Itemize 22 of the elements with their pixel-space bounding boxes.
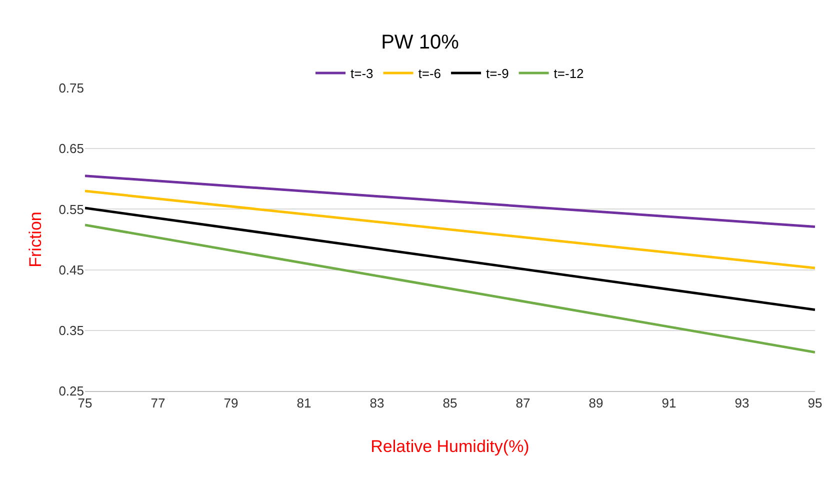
y-axis-title: Friction: [26, 212, 45, 268]
x-tick-label: 85: [442, 396, 458, 411]
x-tick-label: 81: [296, 396, 312, 411]
x-tick-label: 83: [370, 396, 384, 411]
x-tick-label: 91: [662, 396, 676, 411]
legend-label: t=-6: [418, 66, 442, 82]
y-tick-label: 0.35: [58, 322, 84, 338]
x-tick-label: 79: [224, 396, 238, 411]
legend-label: t=-3: [350, 66, 374, 82]
y-tick-label: 0.65: [58, 141, 84, 156]
x-tick-label: 95: [808, 396, 822, 411]
y-tick-label: 0.45: [58, 262, 84, 278]
x-axis-title: Relative Humidity(%): [370, 437, 530, 456]
y-tick-label: 0.75: [58, 80, 84, 96]
x-tick-label: 87: [516, 396, 530, 411]
legend-label: t=-12: [554, 66, 584, 82]
x-tick-label: 77: [150, 396, 166, 411]
y-tick-label: 0.55: [58, 202, 84, 217]
x-tick-label: 93: [734, 396, 750, 411]
chart-title: PW 10%: [381, 32, 460, 54]
legend-label: t=-9: [486, 66, 509, 82]
x-tick-label: 89: [588, 396, 604, 411]
